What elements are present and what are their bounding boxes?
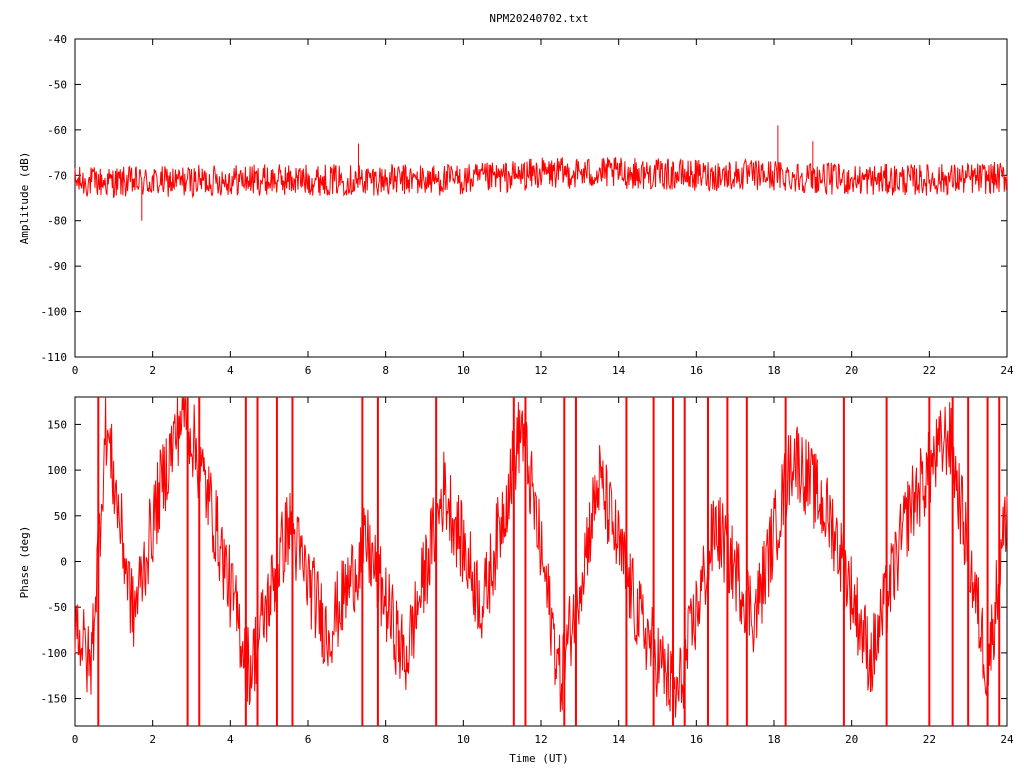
x-tick-label: 8 xyxy=(382,364,389,377)
y-tick-label: -50 xyxy=(47,601,67,614)
y-tick-label: -50 xyxy=(47,78,67,91)
y-tick-label: -80 xyxy=(47,215,67,228)
time-axis-label: Time (UT) xyxy=(509,752,569,765)
x-tick-label: 22 xyxy=(923,733,936,746)
y-tick-label: -110 xyxy=(41,351,68,364)
phase-ticks: 0 2 4 6 8 10 12 14 16 18 20 22 24150100500-50-100-15… xyxy=(41,397,1014,746)
y-tick-label: 150 xyxy=(47,418,67,431)
phase-trace xyxy=(74,396,1008,718)
x-tick-label: 4 xyxy=(227,733,234,746)
x-tick-label: 12 xyxy=(534,364,547,377)
x-tick-label: 2 xyxy=(149,733,156,746)
phase-axis-label: Phase (deg) xyxy=(18,526,31,599)
x-tick-label: 4 xyxy=(227,364,234,377)
y-tick-label: 100 xyxy=(47,464,67,477)
x-tick-label: 22 xyxy=(923,364,936,377)
amplitude-series xyxy=(74,125,1008,221)
y-tick-label: 0 xyxy=(60,556,67,569)
x-tick-label: 24 xyxy=(1000,733,1014,746)
chart-title: NPM20240702.txt xyxy=(489,12,588,25)
amplitude-axis-label: Amplitude (dB) xyxy=(18,152,31,245)
x-tick-label: 6 xyxy=(305,733,312,746)
amplitude-ticks: 0 2 4 6 8 10 12 14 16 18 20 22 24-40-50-60-70-80-90-… xyxy=(41,33,1014,377)
y-tick-label: -60 xyxy=(47,124,67,137)
y-tick-label: -40 xyxy=(47,33,67,46)
x-tick-label: 14 xyxy=(612,733,626,746)
x-tick-label: 10 xyxy=(457,364,470,377)
y-tick-label: 50 xyxy=(54,510,67,523)
x-tick-label: 24 xyxy=(1000,364,1014,377)
x-tick-label: 14 xyxy=(612,364,626,377)
x-tick-label: 20 xyxy=(845,733,858,746)
y-tick-label: -100 xyxy=(41,647,68,660)
x-tick-label: 2 xyxy=(149,364,156,377)
x-tick-label: 16 xyxy=(690,733,703,746)
x-tick-label: 0 xyxy=(72,364,79,377)
x-tick-label: 18 xyxy=(767,364,780,377)
phase-panel: 0 2 4 6 8 10 12 14 16 18 20 22 24150100500-50-100-15… xyxy=(18,396,1014,765)
x-tick-label: 8 xyxy=(382,733,389,746)
amplitude-trace xyxy=(74,157,1008,199)
x-tick-label: 18 xyxy=(767,733,780,746)
y-tick-label: -70 xyxy=(47,169,67,182)
x-tick-label: 16 xyxy=(690,364,703,377)
x-tick-label: 0 xyxy=(72,733,79,746)
y-tick-label: -150 xyxy=(41,693,68,706)
x-tick-label: 20 xyxy=(845,364,858,377)
phase-series xyxy=(74,396,1008,726)
x-tick-label: 6 xyxy=(305,364,312,377)
x-tick-label: 10 xyxy=(457,733,470,746)
amplitude-plot-frame xyxy=(74,38,1008,358)
y-tick-label: -90 xyxy=(47,260,67,273)
x-tick-label: 12 xyxy=(534,733,547,746)
y-tick-label: -100 xyxy=(41,306,68,319)
amplitude-panel: 0 2 4 6 8 10 12 14 16 18 20 22 24-40-50-60-70-80-90-… xyxy=(18,33,1014,377)
